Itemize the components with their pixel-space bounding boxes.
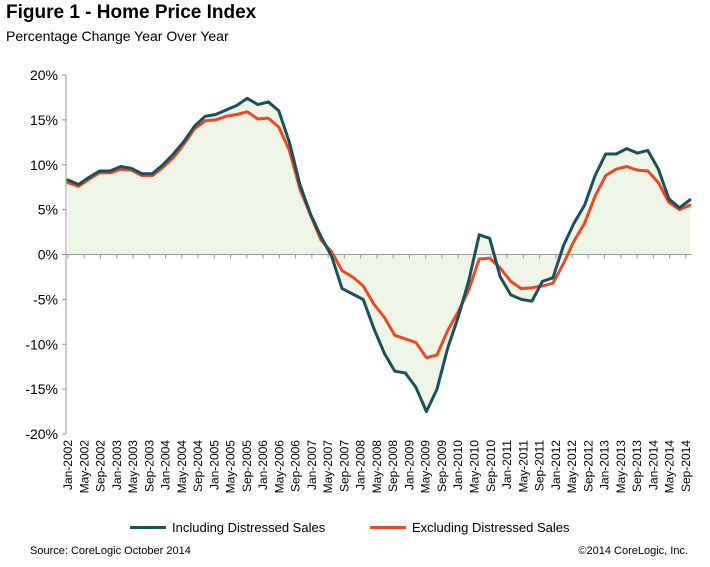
y-tick-label: 15% — [30, 112, 58, 128]
x-tick-label: Jan-2012 — [549, 440, 563, 490]
x-tick-label: Sep-2006 — [289, 440, 303, 492]
x-tick-label: Sep-2014 — [679, 440, 693, 492]
x-tick-label: Jan-2009 — [402, 440, 416, 490]
y-tick-label: -20% — [25, 426, 58, 442]
x-tick-label: Sep-2004 — [191, 440, 205, 492]
x-tick-label: May-2013 — [614, 440, 628, 494]
x-tick-label: Sep-2011 — [533, 440, 547, 491]
y-tick-label: -5% — [33, 291, 58, 307]
x-tick-label: May-2006 — [272, 440, 286, 494]
x-tick-label: Sep-2003 — [142, 440, 156, 492]
series-line-including — [66, 96, 692, 414]
x-tick-label: May-2014 — [663, 440, 677, 494]
x-tick-label: Jan-2006 — [256, 440, 270, 490]
y-tick-label: 10% — [30, 157, 58, 173]
chart-title: Figure 1 - Home Price Index — [6, 2, 257, 23]
legend-swatch-including — [130, 526, 166, 529]
x-tick-label: May-2011 — [516, 440, 530, 493]
chart-subtitle: Percentage Change Year Over Year — [6, 28, 229, 44]
y-tick-label: 20% — [30, 67, 58, 83]
x-tick-label: May-2007 — [321, 440, 335, 494]
chart-legend: Including Distressed Sales Excluding Dis… — [0, 520, 710, 540]
legend-swatch-excluding — [370, 526, 406, 529]
x-tick-label: Jan-2004 — [159, 440, 173, 490]
y-tick-label: -10% — [25, 336, 58, 352]
y-tick-label: 0% — [38, 247, 58, 263]
x-tick-label: Jan-2008 — [354, 440, 368, 490]
x-tick-label: Jan-2014 — [646, 440, 660, 490]
x-tick-label: Jan-2005 — [207, 440, 221, 490]
x-tick-label: Jan-2003 — [110, 440, 124, 490]
legend-label-excluding: Excluding Distressed Sales — [412, 520, 570, 535]
x-tick-label: May-2004 — [175, 440, 189, 494]
x-tick-label: May-2012 — [565, 440, 579, 494]
x-tick-label: Jan-2007 — [305, 440, 319, 490]
legend-label-including: Including Distressed Sales — [172, 520, 326, 535]
x-tick-label: Jan-2011 — [500, 440, 514, 489]
x-tick-label: Sep-2008 — [386, 440, 400, 492]
x-tick-label: May-2003 — [126, 440, 140, 494]
x-tick-label: Sep-2005 — [240, 440, 254, 492]
x-tick-label: May-2010 — [467, 440, 481, 494]
y-tick-label: -15% — [25, 381, 58, 397]
x-tick-label: May-2005 — [224, 440, 238, 494]
legend-item-excluding: Excluding Distressed Sales — [370, 520, 570, 535]
x-tick-label: Jan-2002 — [61, 440, 75, 490]
legend-item-including: Including Distressed Sales — [130, 520, 325, 535]
copyright-note: ©2014 CoreLogic, Inc. — [578, 545, 688, 557]
x-tick-label: Sep-2007 — [337, 440, 351, 492]
x-tick-label: Sep-2009 — [435, 440, 449, 492]
x-tick-label: May-2002 — [77, 440, 91, 494]
source-note: Source: CoreLogic October 2014 — [30, 545, 191, 557]
x-tick-label: Sep-2002 — [94, 440, 108, 492]
x-tick-label: Sep-2010 — [484, 440, 498, 492]
x-tick-label: May-2008 — [370, 440, 384, 494]
x-tick-label: Jan-2013 — [598, 440, 612, 490]
x-tick-label: May-2009 — [419, 440, 433, 494]
x-tick-label: Sep-2012 — [581, 440, 595, 492]
x-tick-label: Sep-2013 — [630, 440, 644, 492]
y-tick-label: 5% — [38, 202, 58, 218]
x-tick-label: Jan-2010 — [451, 440, 465, 490]
series-line-excluding — [66, 110, 692, 360]
